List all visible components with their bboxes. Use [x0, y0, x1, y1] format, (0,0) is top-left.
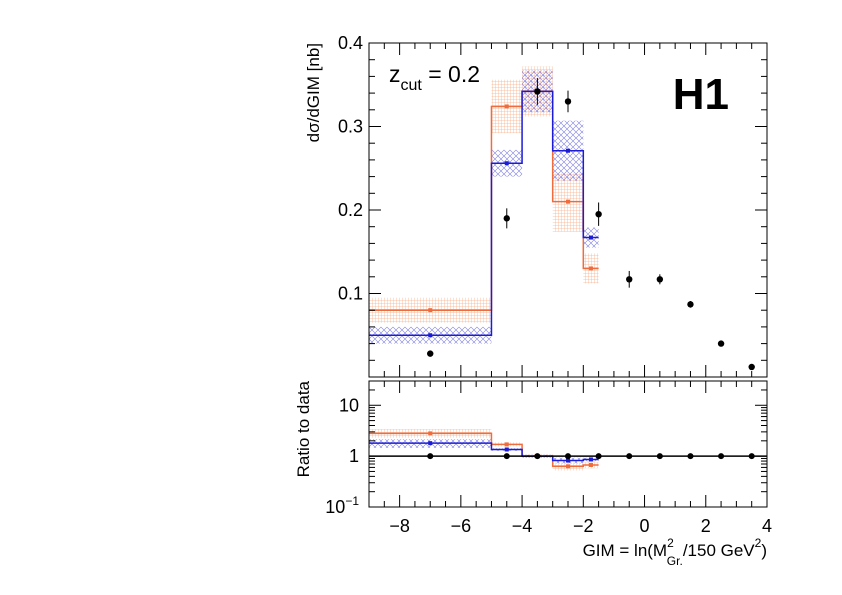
- ratio-y-tick-label: 1: [349, 446, 359, 466]
- ratio-data-points: [427, 453, 755, 460]
- upper-marker-blue-bin-1: [504, 161, 509, 166]
- x-tick-label: −2: [573, 516, 594, 536]
- upper-y-tick-label: 0.1: [338, 284, 363, 304]
- ratio-data-point-8: [718, 453, 725, 460]
- upper-uncertainty-bands: [369, 66, 599, 344]
- upper-marker-orange-bin-0: [428, 308, 433, 313]
- ratio-y-tick-label-exponent: −1: [345, 494, 359, 508]
- x-tick-label: 4: [762, 516, 772, 536]
- zcut-sub: cut: [401, 77, 423, 94]
- data-point-5: [626, 276, 633, 283]
- ratio-data-point-9: [748, 453, 755, 460]
- ratio-y-tick-label-base: 1: [349, 446, 359, 466]
- x-tick-label: −4: [512, 516, 533, 536]
- ratio-marker-orange-bin-3: [566, 464, 570, 469]
- ratio-marker-blue-bin-1: [504, 447, 509, 452]
- upper-data-points: [427, 78, 755, 371]
- upper-y-axis-title: dσ/dGIM [nb]: [304, 43, 323, 142]
- upper-y-tick-label: 0.2: [338, 200, 363, 220]
- ratio-y-tick-label-base: 10: [339, 395, 359, 415]
- upper-panel: 0.1 0.2 0.3 0.4 dσ/dGIM [nb] zcut = 0.2 H1: [304, 33, 768, 378]
- upper-y-tick-label: 0.4: [338, 33, 363, 53]
- upper-marker-orange-bin-1: [504, 104, 509, 109]
- ratio-marker-orange-bin-4: [588, 462, 593, 467]
- xlabel-sup-1: 2: [667, 536, 674, 550]
- upper-y-tick-label: 0.3: [338, 117, 363, 137]
- ratio-data-point-1: [503, 453, 510, 460]
- data-point-0: [427, 350, 434, 357]
- x-tick-label: 0: [640, 516, 650, 536]
- ratio-marker-blue-bin-4: [588, 457, 593, 462]
- xlabel-sub-1: Gr.: [667, 554, 683, 568]
- ratio-uncertainty-bands: [369, 429, 599, 471]
- ratio-marker-blue-bin-0: [428, 441, 433, 446]
- data-point-6: [656, 276, 664, 283]
- ratio-data-point-3: [565, 453, 571, 460]
- upper-marker-orange-bin-3: [566, 199, 570, 204]
- zcut-rest: = 0.2: [422, 61, 480, 87]
- ratio-data-point-4: [595, 453, 602, 460]
- h1-logo: H1: [673, 70, 729, 119]
- xlabel-part-3: ): [761, 541, 767, 560]
- ratio-y-tick-label: 10: [339, 395, 359, 415]
- xlabel-sup-2: 2: [755, 536, 762, 550]
- upper-marker-orange-bin-4: [588, 266, 593, 271]
- x-tick-label: −6: [451, 516, 472, 536]
- data-point-1: [503, 215, 510, 222]
- xlabel-part-1: GIM = ln(M: [583, 541, 668, 560]
- xlabel-part-2: /150 GeV: [683, 541, 755, 560]
- zcut-annotation: zcut = 0.2: [389, 61, 480, 94]
- ratio-y-tick-label: 10−1: [325, 494, 359, 517]
- zcut-base: z: [389, 61, 401, 87]
- ratio-data-point-7: [687, 453, 694, 460]
- ratio-y-axis-title: Ratio to data: [294, 380, 313, 477]
- ratio-data-point-2: [534, 453, 541, 460]
- upper-marker-blue-bin-0: [428, 333, 433, 338]
- ratio-marker-orange-bin-1: [504, 442, 509, 447]
- data-point-7: [687, 301, 694, 308]
- upper-axis-ticks: 0.1 0.2 0.3 0.4: [338, 33, 768, 378]
- upper-marker-blue-bin-4: [588, 235, 593, 240]
- upper-marker-blue-bin-3: [566, 148, 570, 153]
- data-point-2: [534, 88, 541, 95]
- ratio-marker-blue-bin-3: [566, 458, 570, 463]
- data-point-3: [564, 98, 572, 105]
- ratio-marker-orange-bin-0: [428, 431, 433, 436]
- data-point-4: [595, 210, 602, 218]
- ratio-data-point-5: [626, 453, 633, 460]
- x-axis-title: GIM = ln(M2 Gr./150 GeV2): [583, 536, 767, 568]
- ratio-y-tick-label-base: 10: [325, 497, 345, 517]
- ratio-data-point-6: [656, 453, 663, 460]
- ratio-data-point-0: [427, 453, 434, 460]
- data-point-8: [717, 340, 725, 347]
- x-tick-label: −8: [389, 516, 410, 536]
- data-point-9: [748, 363, 755, 371]
- x-tick-label: 2: [701, 516, 711, 536]
